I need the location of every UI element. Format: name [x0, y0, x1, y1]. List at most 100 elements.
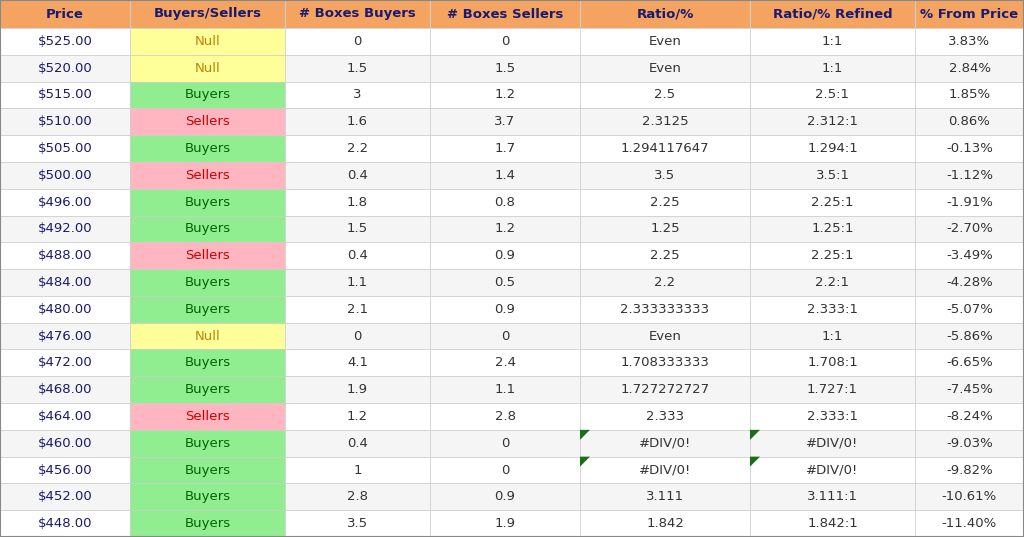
Text: Buyers: Buyers: [184, 195, 230, 209]
Bar: [430, 55, 580, 82]
Text: # Boxes Buyers: # Boxes Buyers: [299, 8, 416, 20]
Bar: [0, 55, 130, 82]
Bar: [580, 350, 750, 376]
Bar: [915, 28, 1024, 55]
Polygon shape: [750, 456, 760, 467]
Bar: [430, 82, 580, 108]
Bar: [580, 162, 750, 188]
Bar: [285, 269, 430, 296]
Text: Sellers: Sellers: [185, 410, 229, 423]
Bar: [750, 162, 915, 188]
Text: 2.3125: 2.3125: [642, 115, 688, 128]
Text: 1.294117647: 1.294117647: [621, 142, 710, 155]
Text: Buyers: Buyers: [184, 490, 230, 503]
Bar: [0, 242, 130, 269]
Bar: [0, 0, 130, 28]
Bar: [750, 296, 915, 323]
Bar: [285, 483, 430, 510]
Text: -9.82%: -9.82%: [946, 463, 993, 476]
Text: 3.5: 3.5: [654, 169, 676, 182]
Text: -7.45%: -7.45%: [946, 383, 993, 396]
Text: #DIV/0!: #DIV/0!: [639, 437, 691, 449]
Bar: [0, 350, 130, 376]
Bar: [285, 403, 430, 430]
Bar: [430, 28, 580, 55]
Text: 2.2: 2.2: [347, 142, 368, 155]
Bar: [130, 483, 285, 510]
Text: $448.00: $448.00: [38, 517, 92, 530]
Text: 1.7: 1.7: [495, 142, 515, 155]
Text: 1.727:1: 1.727:1: [807, 383, 858, 396]
Text: -3.49%: -3.49%: [946, 249, 993, 262]
Text: 1.25: 1.25: [650, 222, 680, 235]
Text: $520.00: $520.00: [38, 62, 92, 75]
Bar: [915, 296, 1024, 323]
Bar: [580, 510, 750, 537]
Bar: [0, 188, 130, 215]
Bar: [580, 0, 750, 28]
Text: -1.12%: -1.12%: [946, 169, 993, 182]
Bar: [750, 456, 915, 483]
Text: 1.8: 1.8: [347, 195, 368, 209]
Text: 2.25:1: 2.25:1: [811, 249, 854, 262]
Text: Ratio/%: Ratio/%: [636, 8, 693, 20]
Text: 3.111:1: 3.111:1: [807, 490, 858, 503]
Text: 2.2: 2.2: [654, 276, 676, 289]
Bar: [915, 510, 1024, 537]
Bar: [580, 483, 750, 510]
Bar: [750, 403, 915, 430]
Bar: [750, 323, 915, 350]
Text: Null: Null: [195, 62, 220, 75]
Bar: [130, 108, 285, 135]
Text: -10.61%: -10.61%: [942, 490, 997, 503]
Text: 1.5: 1.5: [347, 62, 368, 75]
Bar: [0, 162, 130, 188]
Bar: [285, 162, 430, 188]
Text: 1.6: 1.6: [347, 115, 368, 128]
Text: Buyers: Buyers: [184, 303, 230, 316]
Text: #DIV/0!: #DIV/0!: [639, 463, 691, 476]
Text: 1.25:1: 1.25:1: [811, 222, 854, 235]
Text: $468.00: $468.00: [38, 383, 92, 396]
Text: 2.333:1: 2.333:1: [807, 303, 858, 316]
Text: $452.00: $452.00: [38, 490, 92, 503]
Text: 0: 0: [353, 35, 361, 48]
Text: 2.2:1: 2.2:1: [815, 276, 850, 289]
Text: 2.312:1: 2.312:1: [807, 115, 858, 128]
Bar: [750, 376, 915, 403]
Bar: [750, 82, 915, 108]
Text: 1.708:1: 1.708:1: [807, 357, 858, 369]
Text: Buyers/Sellers: Buyers/Sellers: [154, 8, 261, 20]
Bar: [915, 269, 1024, 296]
Text: Buyers: Buyers: [184, 89, 230, 101]
Text: 1.2: 1.2: [495, 222, 515, 235]
Bar: [915, 162, 1024, 188]
Text: 3.5: 3.5: [347, 517, 368, 530]
Bar: [915, 55, 1024, 82]
Bar: [750, 55, 915, 82]
Bar: [915, 350, 1024, 376]
Text: -5.86%: -5.86%: [946, 330, 993, 343]
Text: 3.7: 3.7: [495, 115, 515, 128]
Text: Buyers: Buyers: [184, 276, 230, 289]
Bar: [580, 188, 750, 215]
Bar: [0, 215, 130, 242]
Bar: [285, 82, 430, 108]
Bar: [0, 403, 130, 430]
Bar: [430, 403, 580, 430]
Bar: [285, 456, 430, 483]
Bar: [285, 510, 430, 537]
Text: Null: Null: [195, 35, 220, 48]
Text: 1.5: 1.5: [347, 222, 368, 235]
Text: Sellers: Sellers: [185, 115, 229, 128]
Bar: [430, 0, 580, 28]
Bar: [430, 510, 580, 537]
Bar: [750, 135, 915, 162]
Bar: [130, 135, 285, 162]
Text: 3: 3: [353, 89, 361, 101]
Text: 1.1: 1.1: [347, 276, 368, 289]
Bar: [430, 350, 580, 376]
Bar: [915, 0, 1024, 28]
Bar: [915, 376, 1024, 403]
Text: 0.9: 0.9: [495, 303, 515, 316]
